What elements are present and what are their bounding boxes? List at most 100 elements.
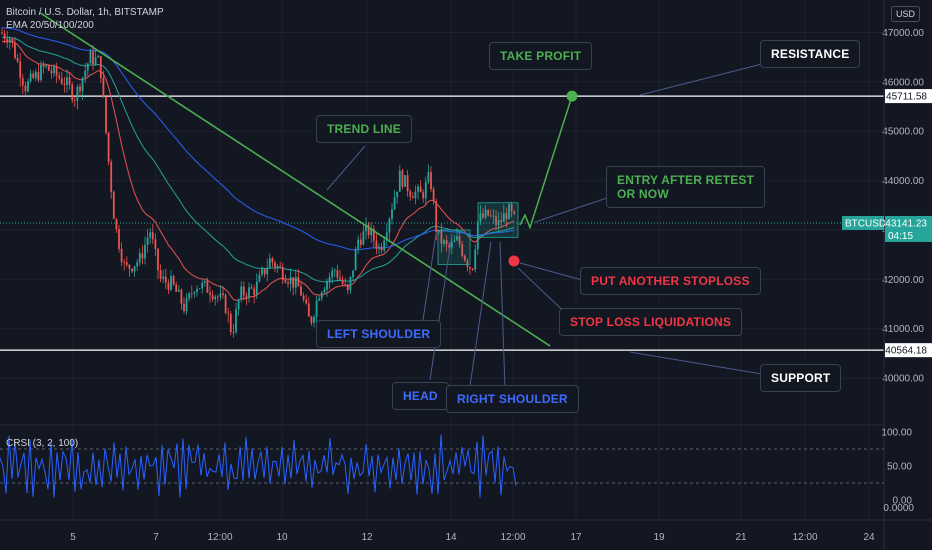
candle-body — [359, 239, 362, 245]
x-tick-label: 5 — [70, 532, 76, 543]
candle-body — [289, 277, 292, 284]
candle-body — [29, 73, 32, 82]
candle-body — [307, 303, 310, 317]
candle-body — [294, 277, 297, 288]
candle-body — [417, 186, 419, 192]
candle-body — [513, 211, 516, 214]
candle-body — [339, 277, 341, 280]
candle-body — [47, 65, 50, 71]
candle-body — [138, 253, 141, 263]
x-tick-label: 12:00 — [207, 532, 232, 543]
grid — [0, 0, 884, 520]
support-label: SUPPORT — [760, 364, 842, 392]
y-tick-label: 42000.00 — [882, 275, 924, 286]
candle-body — [380, 246, 383, 251]
candle-body — [237, 299, 240, 310]
candle-body — [370, 228, 373, 236]
candle-body — [297, 277, 300, 287]
x-tick-label: 10 — [276, 532, 288, 543]
candle-body — [385, 232, 388, 241]
candle-body — [146, 237, 149, 245]
candle-body — [292, 277, 295, 288]
candle-body — [287, 282, 289, 284]
ema-100-line — [1, 27, 515, 251]
candle-body — [505, 213, 508, 219]
callout-connector — [499, 241, 506, 389]
candle-body — [196, 288, 198, 293]
rsi-tick-label: 50.00 — [887, 462, 912, 473]
ema-20-line — [1, 40, 515, 301]
candle-body — [435, 201, 438, 233]
x-tick-label: 14 — [445, 532, 457, 543]
candle-body — [159, 270, 162, 279]
candle-body — [450, 241, 453, 248]
candle-body — [157, 248, 159, 271]
candle-body — [177, 289, 180, 292]
candle-body — [211, 295, 214, 300]
candle-body — [411, 196, 414, 199]
candle-body — [487, 209, 490, 216]
candle-body — [128, 264, 131, 269]
candle-body — [188, 293, 191, 299]
candle-body — [27, 81, 29, 92]
candle-body — [388, 218, 391, 233]
currency-badge[interactable]: USD — [890, 6, 920, 22]
x-tick-label: 12:00 — [500, 532, 525, 543]
candle-body — [180, 289, 183, 304]
current-price-tag — [885, 215, 932, 242]
candle-body — [424, 181, 427, 199]
candle-body — [320, 292, 323, 299]
candle-body — [190, 293, 193, 295]
candle-body — [323, 289, 326, 293]
candle-body — [357, 239, 360, 250]
candle-body — [471, 268, 474, 270]
candle-body — [94, 57, 97, 65]
callout-connector — [639, 63, 763, 96]
candle-body — [502, 213, 505, 222]
candle-body — [123, 262, 126, 263]
candle-body — [378, 246, 380, 249]
candle-body — [144, 244, 146, 259]
horizontal-levels — [0, 95, 884, 351]
candle-body — [175, 284, 178, 292]
callout-connector — [534, 196, 611, 223]
candle-body — [279, 265, 282, 268]
candle-body — [253, 288, 256, 296]
candle-body — [274, 262, 276, 268]
candle-body — [164, 276, 167, 283]
x-tick-label: 17 — [570, 532, 582, 543]
candle-body — [214, 296, 217, 300]
candle-body — [19, 61, 22, 79]
candle-body — [508, 204, 510, 219]
candle-body — [315, 300, 318, 317]
candle-body — [443, 240, 445, 244]
y-axis: 40000.0041000.0042000.0043000.0044000.00… — [842, 0, 932, 550]
rsi-legend: CRSI (3, 2, 100) — [6, 438, 79, 449]
x-axis: 5 7 12:00 10 12 14 12:00 17 19 21 12:00 24 — [0, 424, 932, 543]
take-profit-marker — [566, 90, 578, 102]
candle-body — [396, 191, 399, 198]
candle-body — [406, 175, 409, 192]
candle-body — [474, 249, 477, 270]
ema-lines — [1, 27, 515, 301]
candle-body — [53, 66, 55, 74]
candle-body — [133, 266, 136, 272]
symbol-label: BTCUSD — [845, 218, 886, 229]
candle-body — [120, 248, 123, 263]
candle-body — [37, 71, 40, 81]
head-box — [437, 229, 471, 265]
candle-body — [427, 172, 430, 182]
y-tick-label: 40000.00 — [882, 374, 924, 385]
candle-body — [58, 75, 61, 79]
candle-body — [79, 86, 81, 92]
callout-connector — [326, 145, 366, 191]
candle-body — [141, 253, 144, 259]
candle-body — [492, 215, 495, 217]
candle-body — [92, 51, 94, 65]
put-stoploss-label: PUT ANOTHER STOPLOSS — [580, 267, 761, 295]
candle-body — [482, 213, 484, 218]
candle-body — [209, 292, 211, 296]
entry-label: ENTRY AFTER RETEST OR NOW — [606, 166, 766, 208]
candle-body — [331, 270, 334, 278]
